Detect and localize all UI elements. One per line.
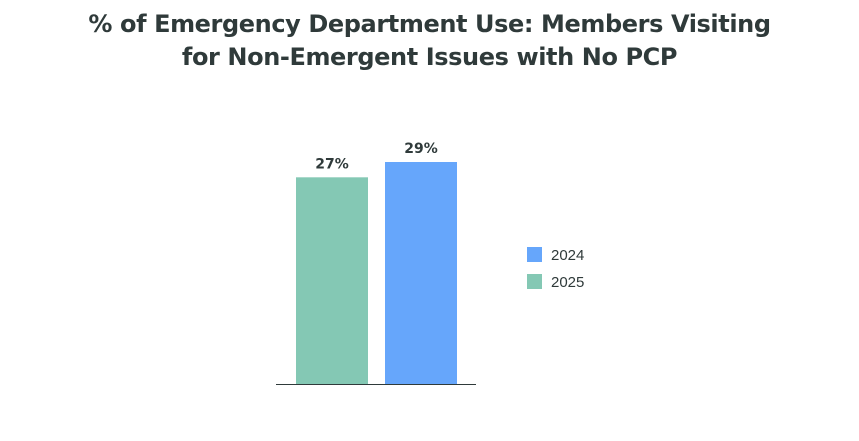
legend-label-2025: 2025	[551, 274, 584, 291]
data-label-2025: 27%	[315, 156, 349, 172]
legend-swatch-2025	[527, 274, 542, 289]
data-label-2024: 29%	[404, 141, 438, 157]
chart-title-line-1: % of Emergency Department Use: Members V…	[88, 10, 771, 38]
chart-title: % of Emergency Department Use: Members V…	[0, 8, 859, 74]
bar-2025	[296, 177, 368, 384]
legend-swatch-2024	[527, 247, 542, 262]
bar-2024	[385, 162, 457, 384]
legend-label-2024: 2024	[551, 247, 584, 264]
chart-title-line-2: for Non-Emergent Issues with No PCP	[181, 43, 678, 71]
